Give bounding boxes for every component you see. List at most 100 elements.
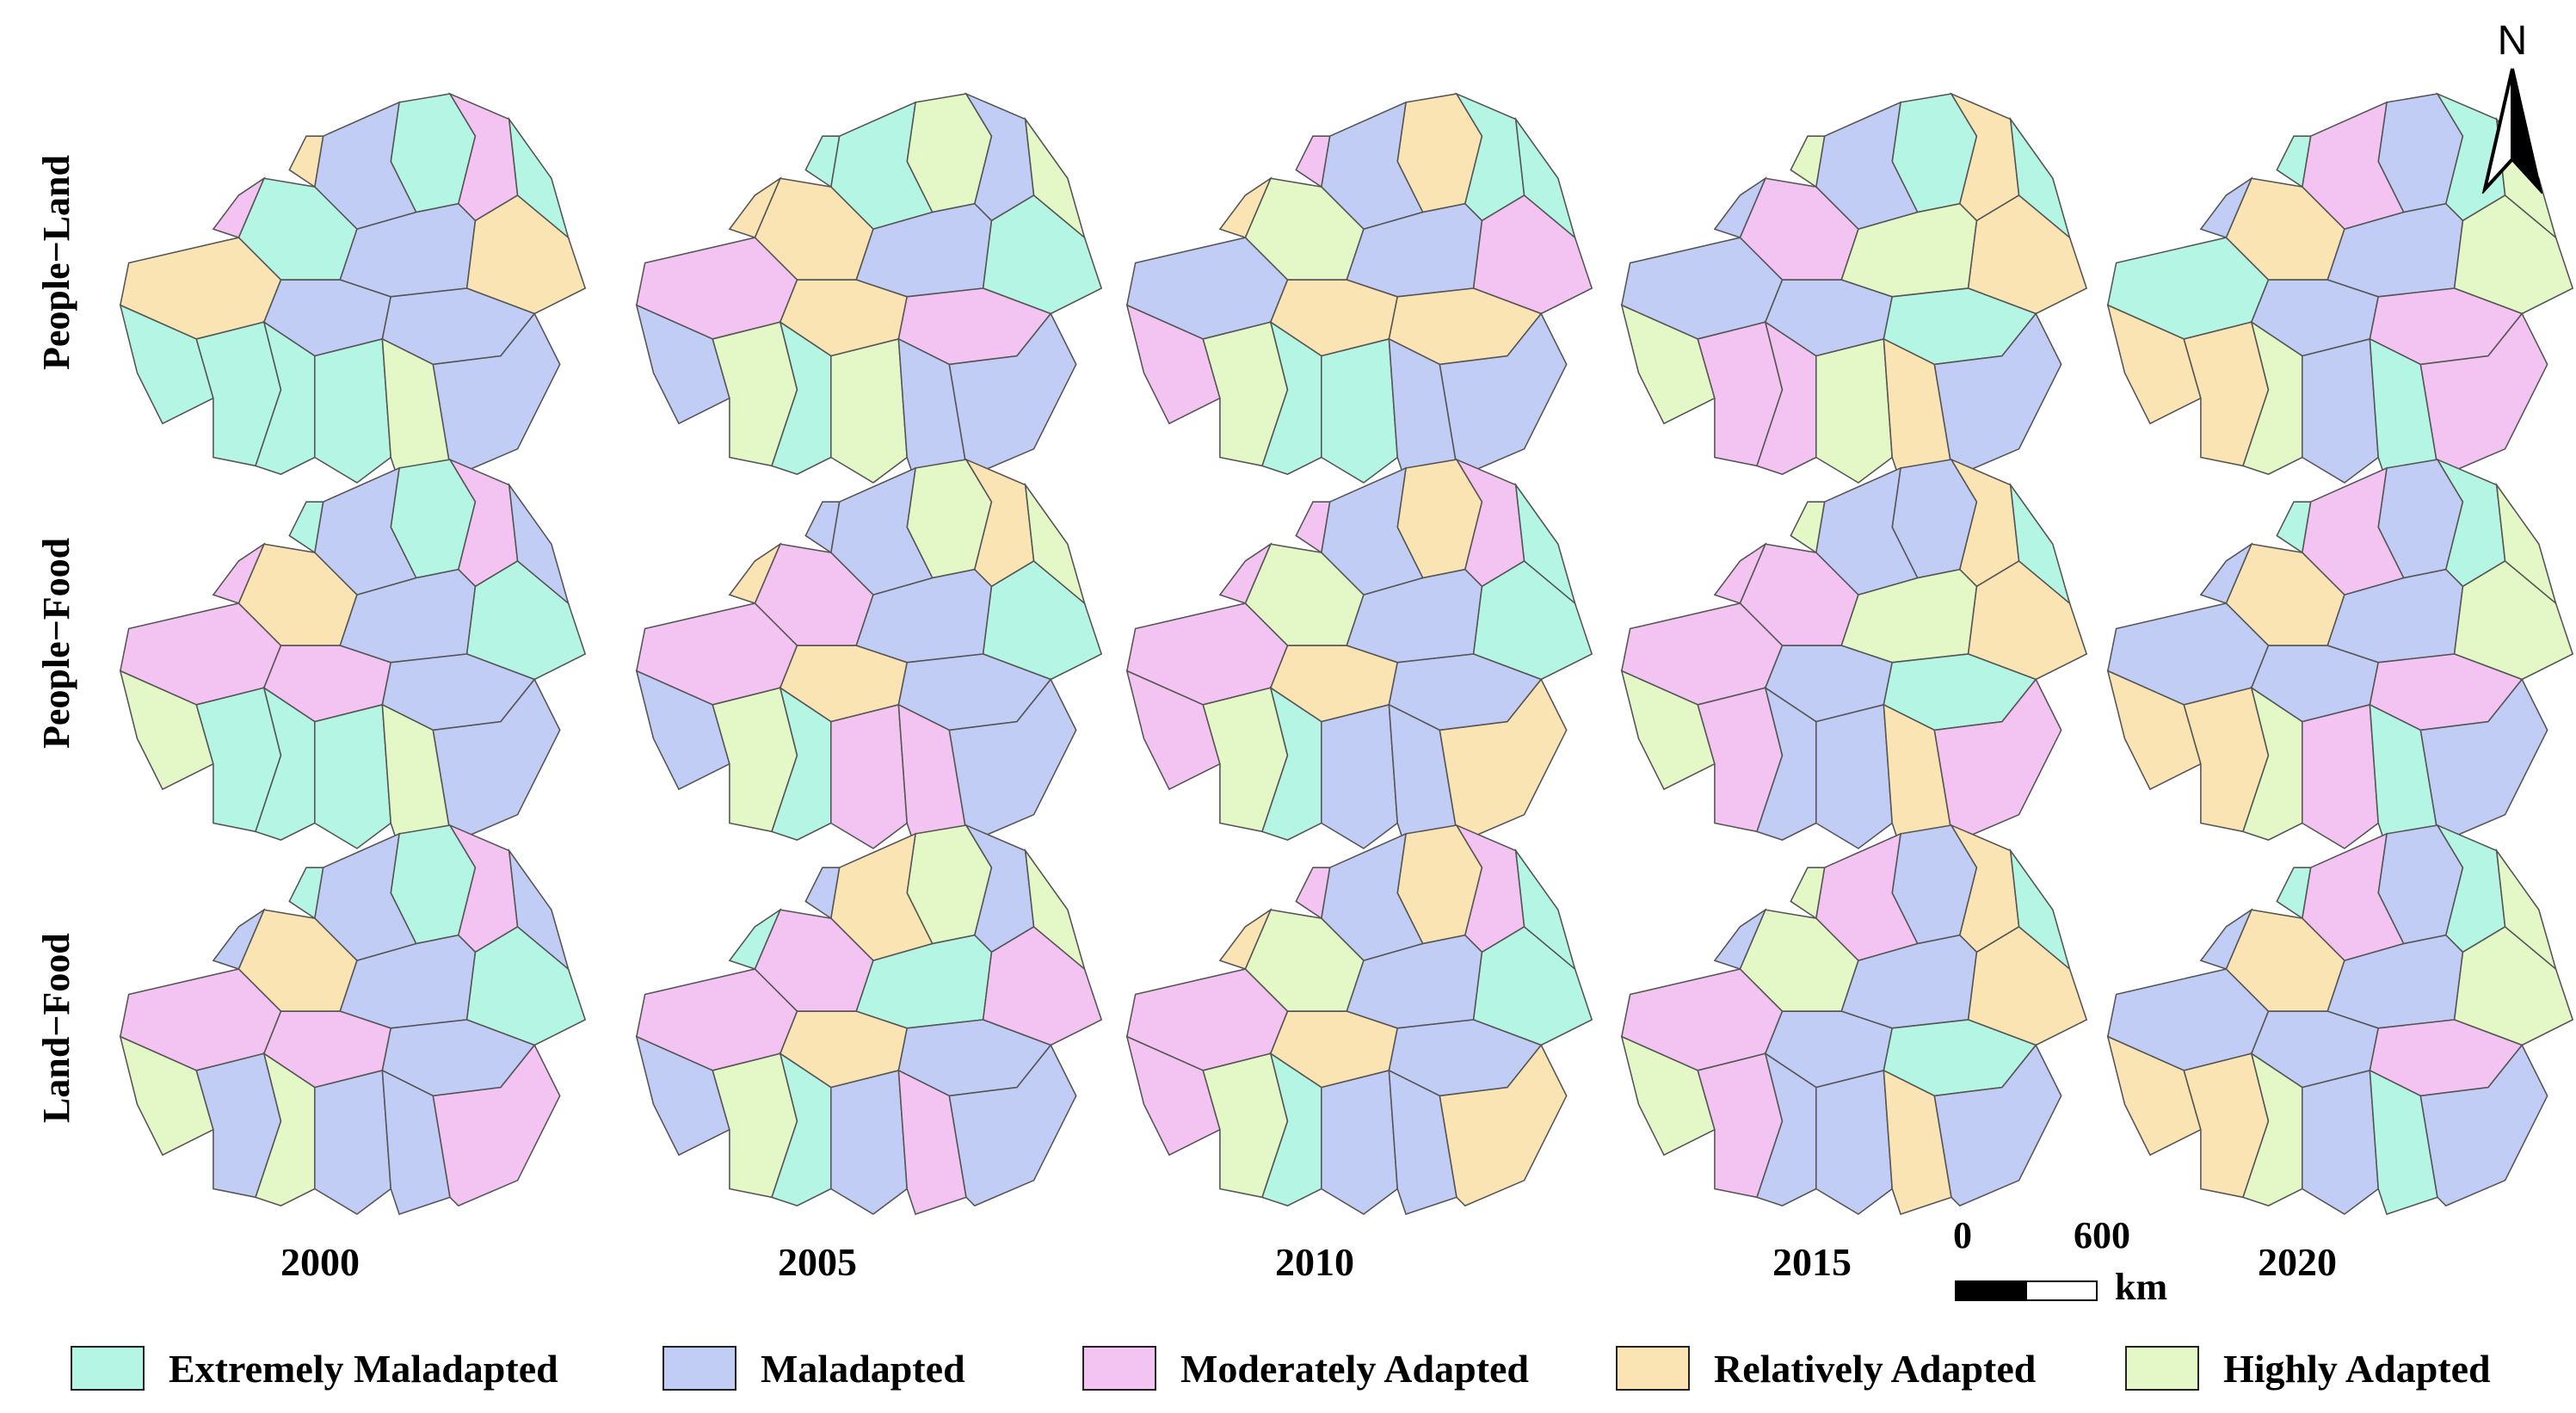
- map-region: [381, 1069, 451, 1215]
- map-region: [1713, 176, 1767, 239]
- map-0-1: [635, 92, 1103, 484]
- map-region: [1218, 176, 1273, 239]
- year-label-2010: 2010: [1275, 1240, 1354, 1284]
- map-region: [1125, 304, 1221, 425]
- map-region: [2495, 482, 2557, 606]
- scale-bar: 0 600 km: [1953, 1213, 2211, 1308]
- map-region: [2495, 848, 2557, 972]
- map-region: [288, 867, 324, 920]
- map-region: [1815, 1069, 1894, 1215]
- row-label-people-food: People−Food: [35, 537, 77, 749]
- map-region: [2369, 1069, 2438, 1215]
- map-region: [1024, 848, 1086, 972]
- map-region: [1321, 1069, 1399, 1215]
- map-region: [1883, 1069, 1952, 1215]
- legend-item-highly-adapted: Highly Adapted: [2125, 1338, 2491, 1398]
- map-region: [2009, 482, 2071, 606]
- map-region: [1620, 669, 1716, 791]
- map-region: [2199, 542, 2253, 605]
- map-region: [119, 669, 214, 791]
- map-region: [1388, 1069, 1457, 1215]
- map-region: [948, 1044, 1077, 1207]
- map-0-3: [1620, 92, 2088, 484]
- map-region: [830, 703, 909, 849]
- map-2-3: [1620, 824, 2088, 1215]
- map-region: [2106, 304, 2202, 425]
- scale-unit: km: [2115, 1266, 2168, 1308]
- map-region: [314, 1069, 392, 1215]
- map-region: [212, 542, 266, 605]
- map-region: [1439, 1044, 1568, 1207]
- map-region: [2276, 867, 2312, 920]
- map-region: [1713, 542, 1767, 605]
- map-region: [2276, 501, 2312, 554]
- map-region: [432, 1044, 561, 1207]
- map-region: [2419, 1044, 2548, 1207]
- legend-swatch: [1616, 1346, 1690, 1391]
- scale-bar-white: [2025, 1280, 2098, 1301]
- map-region: [804, 867, 841, 920]
- map-region: [314, 337, 392, 484]
- row-label-people-land: People−Land: [35, 155, 77, 370]
- map-region: [288, 501, 324, 554]
- scale-max: 600: [2074, 1214, 2130, 1256]
- year-label-2020: 2020: [2258, 1240, 2337, 1284]
- map-region: [2199, 908, 2253, 971]
- map-region: [2106, 1035, 2202, 1157]
- map-region: [1218, 908, 1273, 971]
- map-region: [830, 337, 909, 484]
- legend-item-maladapted: Maladapted: [662, 1338, 965, 1398]
- north-arrow: N: [2478, 17, 2547, 198]
- map-region: [804, 501, 841, 554]
- legend-item-extremely-maladapted: Extremely Maladapted: [71, 1338, 558, 1398]
- map-region: [1125, 1035, 1221, 1157]
- map-region: [1514, 482, 1576, 606]
- map-region: [508, 482, 570, 606]
- legend-item-relatively-adapted: Relatively Adapted: [1616, 1338, 2036, 1398]
- north-arrow-icon: [2481, 68, 2543, 195]
- map-region: [1790, 501, 1826, 554]
- legend-swatch: [1082, 1346, 1156, 1391]
- map-region: [2302, 703, 2380, 849]
- map-region: [1125, 669, 1221, 791]
- map-region: [1514, 116, 1576, 240]
- map-region: [1815, 703, 1894, 849]
- legend-label: Maladapted: [761, 1346, 965, 1391]
- map-region: [314, 703, 392, 849]
- scale-zero: 0: [1953, 1214, 1972, 1256]
- map-region: [2302, 1069, 2380, 1215]
- map-region: [119, 304, 214, 425]
- map-region: [212, 908, 266, 971]
- map-1-1: [635, 458, 1103, 849]
- map-region: [897, 1069, 967, 1215]
- map-region: [1295, 501, 1331, 554]
- map-region: [508, 116, 570, 240]
- map-region: [2009, 116, 2071, 240]
- map-2-0: [119, 824, 587, 1215]
- year-label-2015: 2015: [1772, 1240, 1852, 1284]
- map-region: [635, 304, 730, 425]
- map-region: [119, 1035, 214, 1157]
- map-region: [1713, 908, 1767, 971]
- map-region: [2199, 176, 2253, 239]
- legend-item-moderately-adapted: Moderately Adapted: [1082, 1338, 1529, 1398]
- north-label: N: [2497, 18, 2528, 64]
- map-region: [830, 1069, 909, 1215]
- map-region: [1933, 1044, 2062, 1207]
- row-label-land-food: Land−Food: [35, 933, 77, 1123]
- legend-label: Extremely Maladapted: [169, 1346, 558, 1391]
- map-region: [1024, 116, 1086, 240]
- map-region: [1815, 337, 1894, 484]
- map-0-4: [2106, 92, 2574, 484]
- map-region: [1321, 337, 1399, 484]
- legend-swatch: [71, 1346, 145, 1391]
- legend-label: Relatively Adapted: [1714, 1346, 2037, 1391]
- map-region: [1295, 867, 1331, 920]
- map-2-2: [1125, 824, 1593, 1215]
- map-region: [1790, 867, 1826, 920]
- legend-label: Moderately Adapted: [1180, 1346, 1530, 1391]
- map-1-2: [1125, 458, 1593, 849]
- legend-swatch: [662, 1346, 736, 1391]
- map-region: [2009, 848, 2071, 972]
- map-region: [1514, 848, 1576, 972]
